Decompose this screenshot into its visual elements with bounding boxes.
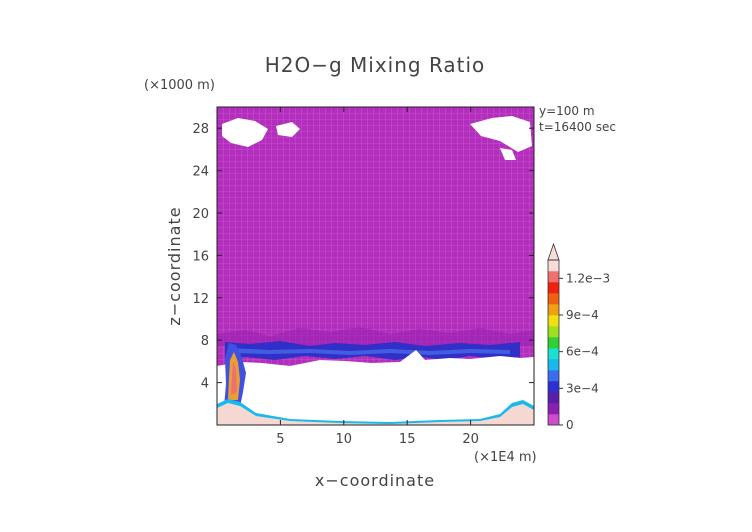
colorbar-extend-arrow (547, 242, 560, 261)
x-axis-label: x−coordinate (315, 471, 435, 490)
blue-band-light (230, 348, 510, 355)
plume-inner (231, 362, 237, 395)
y-tick-label: 24 (192, 165, 209, 180)
x-axis: 5 10 15 20 (276, 107, 479, 447)
x-tick-label: 10 (336, 432, 353, 447)
plot-frame (216, 106, 535, 426)
colorbar-segment (548, 337, 559, 349)
y-tick-label: 20 (192, 207, 209, 222)
colorbar-segment (548, 381, 559, 393)
colorbar-tick-label: 1.2e−3 (566, 271, 610, 285)
colorbar-tick-label: 0 (566, 418, 574, 432)
colorbar-segment (548, 414, 559, 426)
colorbar-tick-label: 6e−4 (566, 345, 599, 359)
surface-moist-layer (217, 403, 534, 425)
y-tick-label: 4 (201, 377, 209, 392)
dry-region (217, 350, 534, 425)
chart-title: H2O−g Mixing Ratio (265, 53, 486, 77)
y-axis-label: z−coordinate (165, 206, 184, 325)
y-tick-label: 16 (192, 249, 209, 264)
colorbar-segment (548, 271, 559, 283)
colorbar: 0 3e−4 6e−4 9e−4 1.2e−3 (547, 242, 610, 432)
plot-area (217, 107, 534, 425)
colorbar-tick-label: 9e−4 (566, 308, 599, 322)
info-line-y: y=100 m (539, 104, 595, 118)
colorbar-segment (548, 359, 559, 371)
colorbar-segment (548, 293, 559, 305)
colorbar-segment (548, 370, 559, 382)
y-tick-label: 28 (192, 122, 209, 137)
colorbar-segment (548, 348, 559, 360)
colorbar-segment (548, 260, 559, 272)
colorbar-tick-label: 3e−4 (566, 381, 599, 395)
x-unit-label: (×1E4 m) (474, 450, 537, 465)
y-tick-label: 12 (192, 292, 209, 307)
colorbar-frame (547, 259, 560, 426)
cloud-clusters-left (222, 118, 300, 147)
colorbar-segment (548, 304, 559, 316)
cloud-clusters-right (470, 116, 532, 160)
colorbar-segment (548, 315, 559, 327)
colorbar-segment (548, 282, 559, 294)
colorbar-segment (548, 392, 559, 404)
y-axis: 4 8 12 16 20 24 28 (192, 122, 534, 392)
x-tick-label: 15 (399, 432, 416, 447)
upper-band-shading (217, 327, 534, 346)
colorbar-segment (548, 326, 559, 338)
x-tick-label: 5 (276, 432, 284, 447)
y-unit-label: (×1000 m) (144, 78, 215, 93)
y-tick-label: 8 (201, 334, 209, 349)
info-line-t: t=16400 sec (539, 120, 616, 134)
colorbar-segment (548, 403, 559, 415)
x-tick-label: 20 (462, 432, 479, 447)
